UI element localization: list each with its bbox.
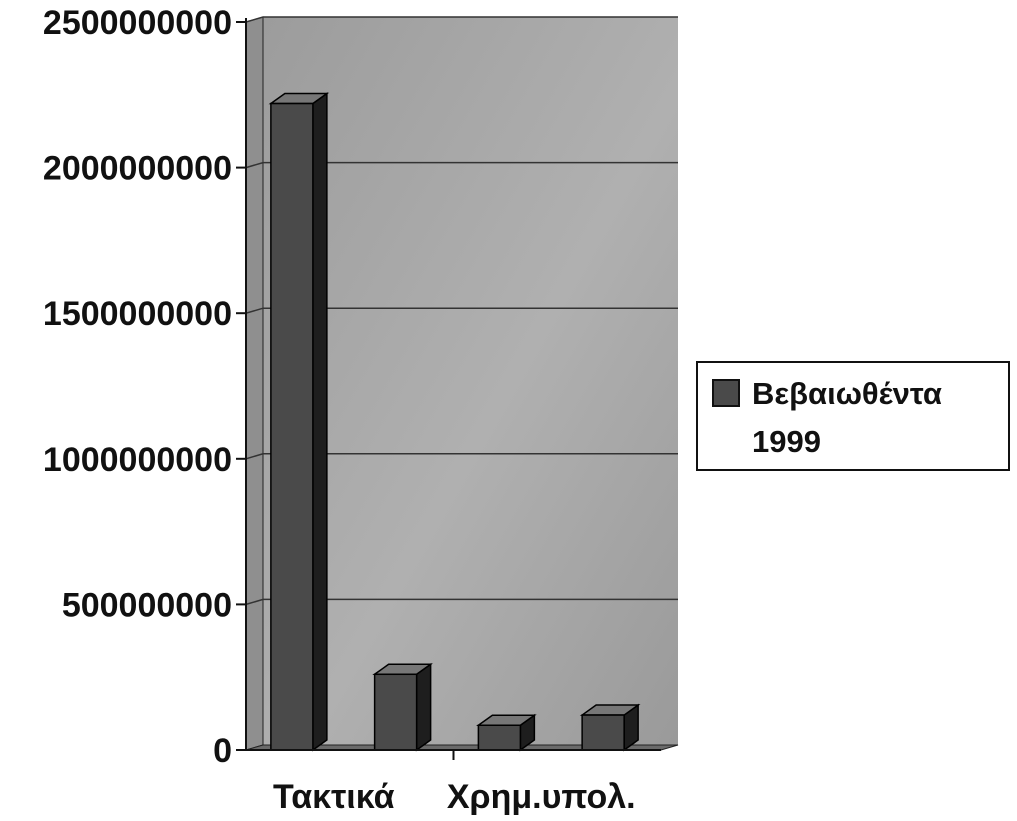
y-tick-label: 500000000	[62, 586, 232, 624]
y-tick-label: 0	[213, 732, 232, 770]
bar-side-face	[415, 662, 432, 752]
bar-front-face	[373, 673, 418, 751]
bar-front-face	[581, 714, 625, 751]
legend-swatch	[712, 379, 740, 407]
plot-back-wall	[263, 17, 678, 745]
gridlines	[245, 16, 678, 606]
plot-side-wall	[245, 16, 264, 751]
gridline	[245, 598, 678, 606]
gridline	[245, 161, 678, 169]
bar-front-face	[270, 102, 314, 751]
bar	[476, 713, 537, 752]
bar-front-face	[477, 724, 522, 751]
y-tick-label: 1000000000	[43, 441, 232, 479]
y-tick-label: 1500000000	[43, 295, 232, 333]
y-tick-label: 2500000000	[43, 4, 232, 42]
x-category-label: Τακτικά	[273, 778, 395, 816]
legend-label-line2: 1999	[752, 424, 821, 459]
bar	[268, 92, 330, 752]
y-tick-label: 2000000000	[43, 150, 232, 188]
bar-side-face	[312, 92, 328, 752]
gridline	[245, 453, 678, 460]
gridline	[245, 307, 678, 314]
axes: 0 500000000 1000000000 1500000000 2000000000…	[43, 4, 661, 816]
legend-label-line1: Βεβαιωθέντα	[752, 376, 942, 411]
plot-area	[245, 16, 679, 751]
x-category-label: Χρημ.υπολ.	[447, 778, 636, 816]
bar	[579, 703, 641, 752]
bar	[372, 662, 433, 752]
legend-box	[696, 361, 1010, 471]
bars	[268, 92, 641, 752]
legend: Βεβαιωθέντα 1999	[696, 361, 1010, 471]
gridline	[245, 16, 678, 23]
